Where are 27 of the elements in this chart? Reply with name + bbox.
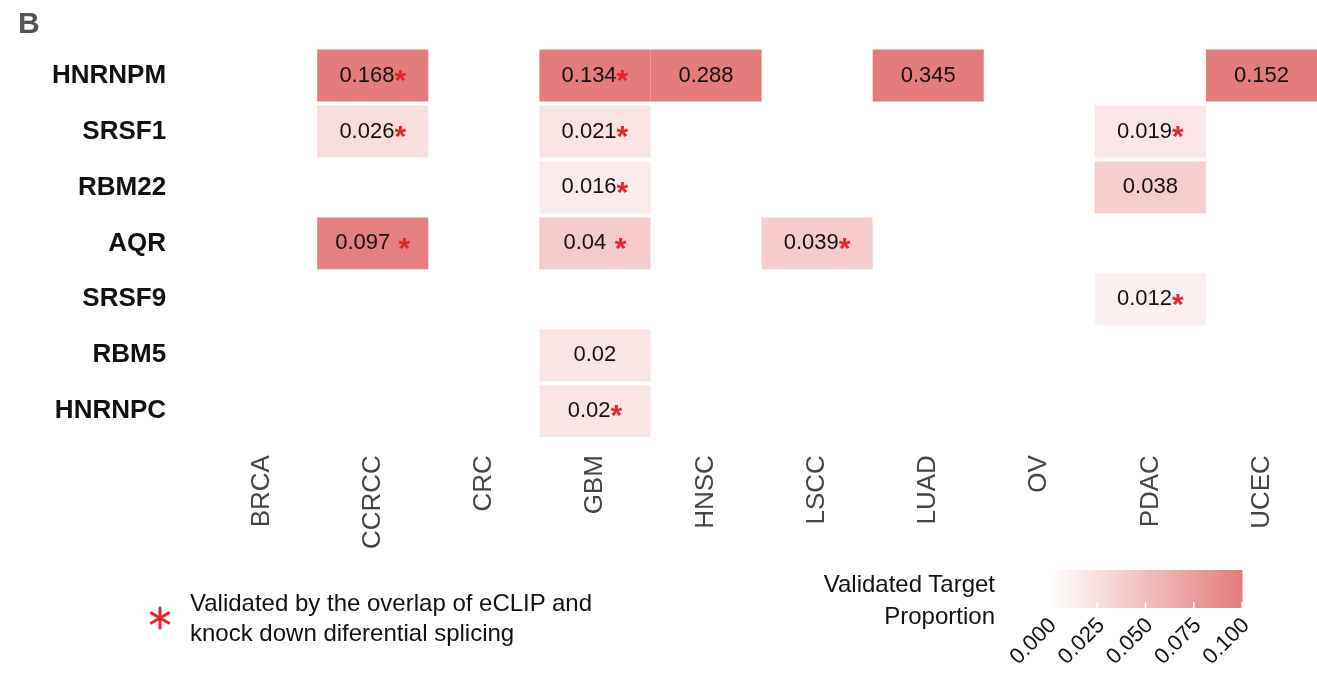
data-label: 0.02 — [573, 341, 617, 367]
x-tick-label: UCEC — [1244, 455, 1275, 529]
data-label: 0.038 — [1122, 173, 1178, 199]
y-tick-label: AQR — [108, 226, 167, 257]
y-tick-label: RBM22 — [77, 170, 167, 201]
x-tick-label: CRC — [467, 455, 497, 512]
x-tick-label: CCRCC — [355, 455, 386, 550]
chart-title: B — [18, 6, 40, 40]
y-tick-label: RBM5 — [92, 338, 167, 369]
x-tick-label: HNSC — [689, 455, 720, 529]
data-label: 0.152 — [1233, 61, 1289, 87]
y-tick-label: HNRNPC — [54, 394, 167, 425]
x-tick-label: GBM — [578, 455, 609, 515]
data-label: 0.288 — [678, 61, 734, 87]
data-label: 0.04 * — [563, 229, 627, 264]
x-tick-label: LUAD — [911, 455, 942, 525]
y-tick-label: SRSF9 — [82, 282, 167, 313]
x-tick-label: PDAC — [1133, 455, 1164, 528]
x-tick-label: OV — [1022, 454, 1053, 493]
y-tick-label: HNRNPM — [52, 58, 167, 89]
data-label: 0.345 — [900, 61, 956, 87]
text: Validated by the overlap of eCLIP and knock down diferential splicing — [190, 588, 594, 648]
data-label: 0.097 * — [335, 229, 411, 264]
color-bar-title: Validated Target Proportion — [822, 569, 995, 631]
y-tick-label: SRSF1 — [82, 114, 167, 145]
x-tick-label: BRCA — [244, 454, 275, 528]
x-tick-label: LSCC — [800, 455, 831, 525]
